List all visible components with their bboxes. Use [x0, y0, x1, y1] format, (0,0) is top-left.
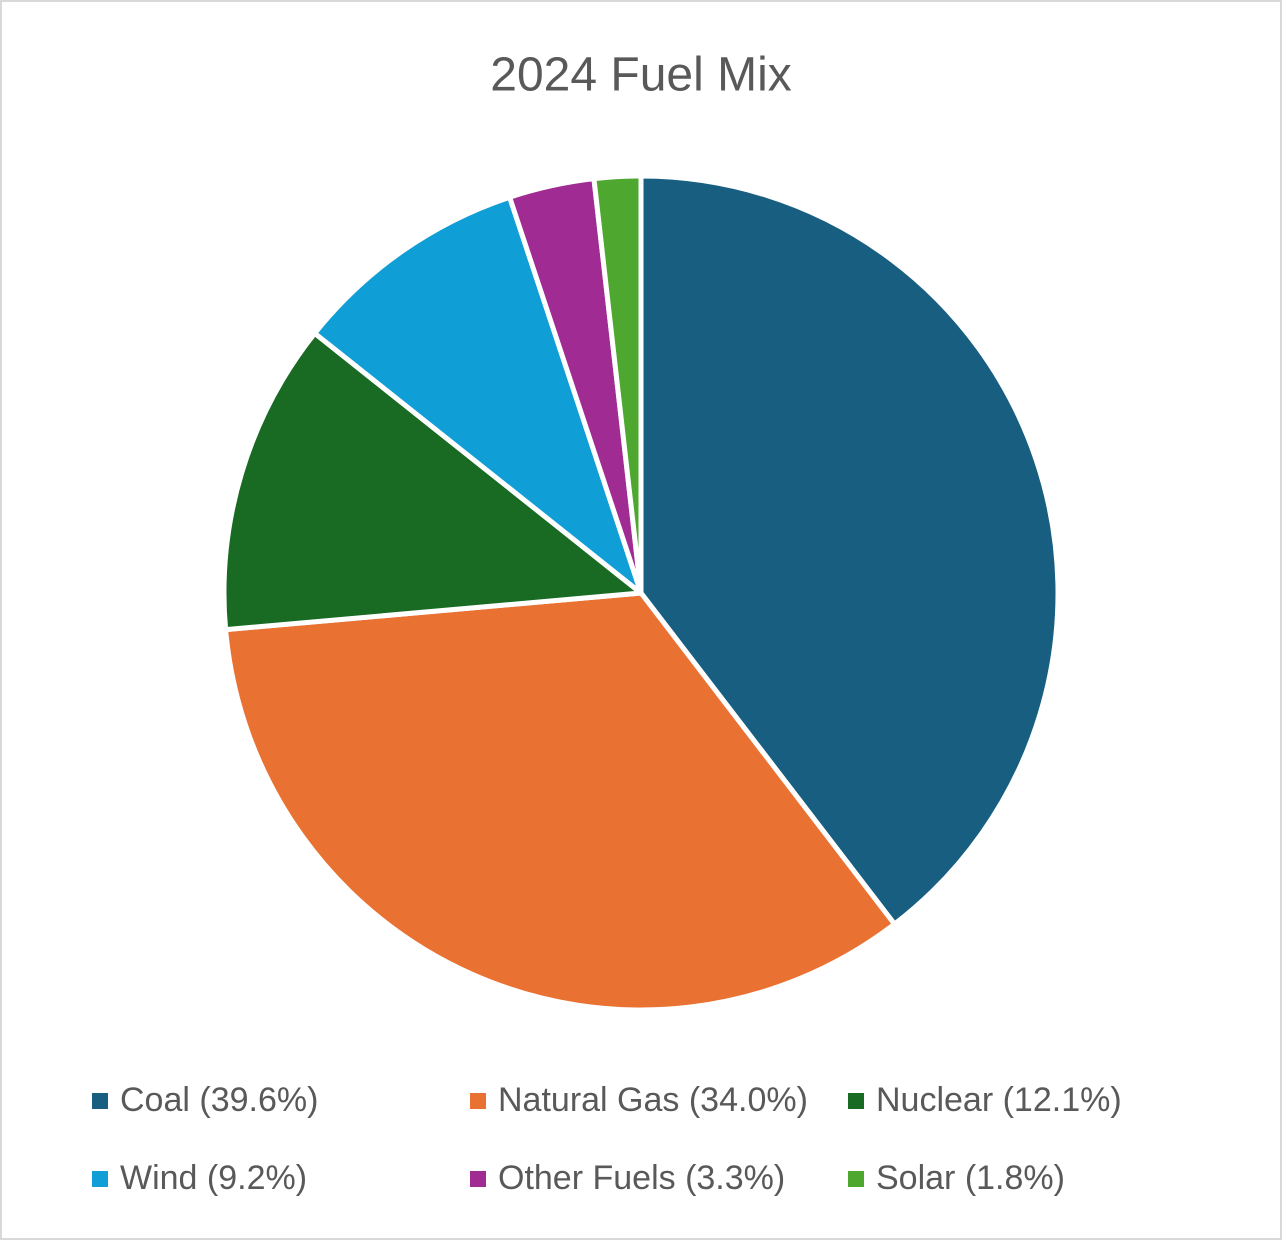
chart-title: 2024 Fuel Mix [490, 49, 791, 102]
legend-label: Natural Gas (34.0%) [498, 1081, 808, 1119]
pie-slice [591, 173, 644, 596]
legend-label: Coal (39.6%) [120, 1081, 318, 1119]
legend-label: Wind (9.2%) [120, 1159, 307, 1197]
pie-slice [221, 330, 644, 633]
pie-slice [312, 194, 644, 596]
legend-label: Solar (1.8%) [876, 1159, 1065, 1197]
legend-swatch [848, 1093, 864, 1109]
legend-swatch [92, 1093, 108, 1109]
legend-label: Other Fuels (3.3%) [498, 1159, 785, 1197]
legend-label: Nuclear (12.1%) [876, 1081, 1122, 1119]
legend-swatch [92, 1171, 108, 1187]
legend-swatch [470, 1093, 486, 1109]
legend-swatch [470, 1171, 486, 1187]
pie-slice [638, 173, 1061, 927]
legend-swatch [848, 1171, 864, 1187]
pie-slice [223, 590, 898, 1013]
